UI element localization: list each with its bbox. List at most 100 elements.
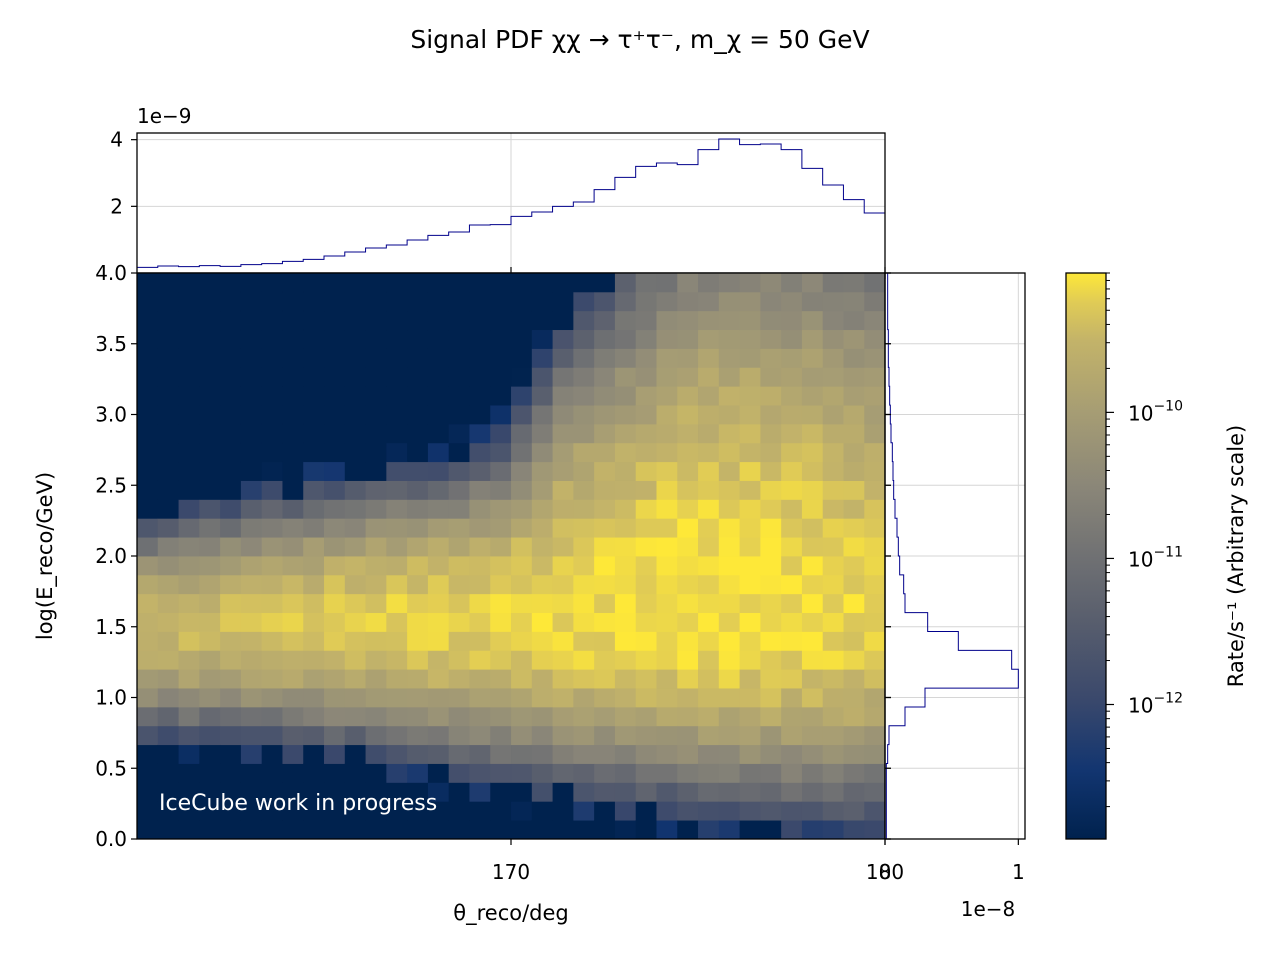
heatmap-cell <box>240 273 263 293</box>
heatmap-cell <box>677 367 699 387</box>
heatmap-cell <box>718 631 740 651</box>
heatmap-cell <box>178 706 200 727</box>
heatmap-cell <box>801 574 824 595</box>
heatmap-cell <box>386 423 408 444</box>
heatmap-cell <box>843 763 865 783</box>
heatmap-cell <box>365 763 387 783</box>
heatmap-cell <box>240 574 263 595</box>
heatmap-cell <box>573 574 595 595</box>
heatmap-cell <box>303 348 325 368</box>
heatmap-cell <box>552 329 574 349</box>
heatmap-cell <box>303 273 325 293</box>
heatmap-cell <box>324 480 346 500</box>
heatmap-cell <box>407 763 429 783</box>
y-tick-label: 0.5 <box>95 756 127 780</box>
heatmap-cell <box>552 556 574 576</box>
heatmap-cell <box>614 329 637 349</box>
heatmap-cell <box>199 537 221 557</box>
x-axis-ticks: 170 180 <box>492 839 904 884</box>
heatmap-cell <box>531 593 553 614</box>
heatmap-cell <box>677 480 699 500</box>
heatmap-cell <box>698 556 720 576</box>
heatmap-cell <box>344 820 366 840</box>
heatmap-cell <box>199 405 221 425</box>
heatmap-cell <box>781 744 803 764</box>
heatmap-cell <box>801 593 824 614</box>
heatmap-cell <box>843 744 865 764</box>
heatmap-cell <box>386 461 408 481</box>
heatmap-cell <box>220 537 242 557</box>
heatmap-cell <box>386 744 408 764</box>
heatmap-cell <box>552 310 574 331</box>
heatmap-cell <box>240 518 263 538</box>
heatmap-cell <box>448 499 470 519</box>
heatmap-cell <box>822 329 844 349</box>
heatmap-cell <box>739 329 761 349</box>
heatmap-cell <box>511 405 533 425</box>
heatmap-cell <box>573 461 595 481</box>
heatmap-cell <box>573 650 595 670</box>
heatmap-cell <box>822 291 844 312</box>
heatmap-cell <box>303 669 325 689</box>
heatmap-cell <box>843 367 865 387</box>
heatmap-cell <box>448 461 470 481</box>
heatmap-cell <box>864 820 886 840</box>
heatmap-cell <box>365 801 387 821</box>
heatmap-cell <box>801 367 824 387</box>
heatmap-cell <box>490 518 512 538</box>
heatmap-cell <box>781 329 803 349</box>
right-histogram-grid <box>884 272 1025 840</box>
heatmap-cell <box>427 725 450 746</box>
heatmap-cell <box>781 423 803 444</box>
heatmap-cell <box>760 386 782 406</box>
heatmap-cell <box>261 310 283 331</box>
heatmap-cell <box>261 725 283 746</box>
heatmap-cell <box>573 499 595 519</box>
y-tick-label: 1.0 <box>95 686 127 710</box>
heatmap-cell <box>718 782 740 802</box>
heatmap-cell <box>282 782 304 802</box>
heatmap-cell <box>864 442 886 463</box>
heatmap-cell <box>573 442 595 463</box>
heatmap-cell <box>220 442 242 463</box>
heatmap-cell <box>511 820 533 840</box>
heatmap-cell <box>801 631 824 651</box>
heatmap-cell <box>448 537 470 557</box>
heatmap-cell <box>614 556 637 576</box>
heatmap-cell <box>365 631 387 651</box>
heatmap-cell <box>531 329 553 349</box>
heatmap-cell <box>718 291 740 312</box>
heatmap-cell <box>344 537 366 557</box>
heatmap-cell <box>324 574 346 595</box>
heatmap-cell <box>324 537 346 557</box>
heatmap-cell <box>490 537 512 557</box>
heatmap-cell <box>469 801 491 821</box>
heatmap-cell <box>760 367 782 387</box>
heatmap-cell <box>220 461 242 481</box>
heatmap-cell <box>386 348 408 368</box>
heatmap-cell <box>739 782 761 802</box>
heatmap-cell <box>282 820 304 840</box>
heatmap-cell <box>614 688 637 708</box>
heatmap-cell <box>573 405 595 425</box>
heatmap-cell <box>718 329 740 349</box>
heatmap-cell <box>324 518 346 538</box>
heatmap-cell <box>698 669 720 689</box>
heatmap-cell <box>614 480 637 500</box>
heatmap-cell <box>718 480 740 500</box>
heatmap-cell <box>656 725 678 746</box>
heatmap-cell <box>303 537 325 557</box>
heatmap-cell <box>781 537 803 557</box>
heatmap-cell <box>843 556 865 576</box>
heatmap-cell <box>344 518 366 538</box>
heatmap-cell <box>718 386 740 406</box>
heatmap-cell <box>864 310 886 331</box>
heatmap-cell <box>344 480 366 500</box>
top-y-tick-label: 2 <box>110 194 123 218</box>
heatmap-cell <box>448 518 470 538</box>
heatmap-cell <box>635 273 657 293</box>
heatmap-cell <box>843 574 865 595</box>
heatmap-cell <box>698 480 720 500</box>
heatmap-cell <box>344 593 366 614</box>
heatmap-cell <box>635 763 657 783</box>
